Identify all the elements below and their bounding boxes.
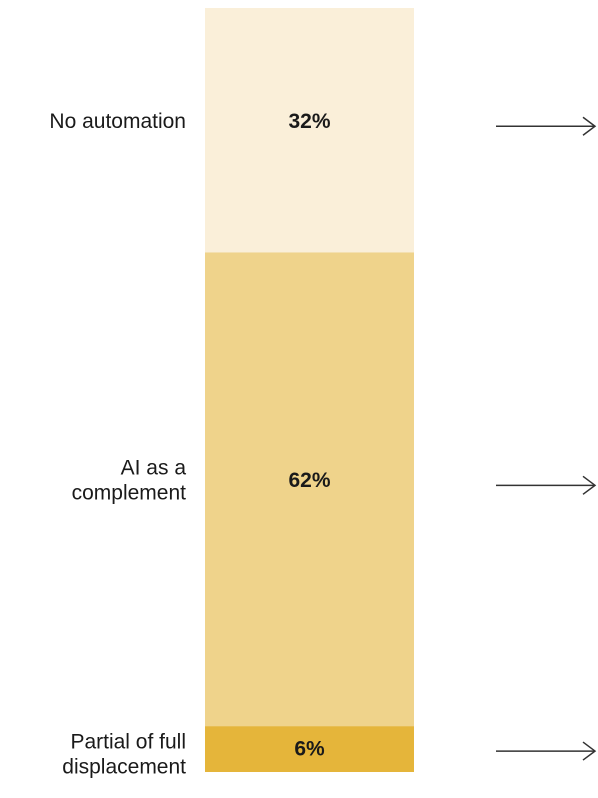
category-label-2: Partial of full displacement xyxy=(62,731,186,779)
value-labels: 32% 62% 6% xyxy=(288,110,330,761)
category-label-line: AI as a xyxy=(121,456,187,479)
category-label-1: AI as a complement xyxy=(72,456,187,504)
category-labels: No automation AI as a complement Partial of… xyxy=(49,110,186,779)
arrow-icon-2 xyxy=(496,741,597,761)
bar-segment-0 xyxy=(205,8,414,253)
arrow-icon-0 xyxy=(496,116,597,136)
category-label-0: No automation xyxy=(49,110,186,133)
bar-segments xyxy=(205,8,414,772)
arrow-icon-1 xyxy=(496,475,597,495)
value-label-1: 62% xyxy=(288,469,330,492)
category-label-line: complement xyxy=(72,481,187,504)
value-label-0: 32% xyxy=(288,110,330,133)
bar-segment-1 xyxy=(205,252,414,727)
category-label-line: Partial of full xyxy=(70,731,186,754)
category-label-line: No automation xyxy=(49,110,186,133)
category-label-line: displacement xyxy=(62,756,186,779)
arrows xyxy=(496,116,597,761)
value-label-2: 6% xyxy=(294,738,325,761)
bar-segment-2 xyxy=(205,726,414,772)
